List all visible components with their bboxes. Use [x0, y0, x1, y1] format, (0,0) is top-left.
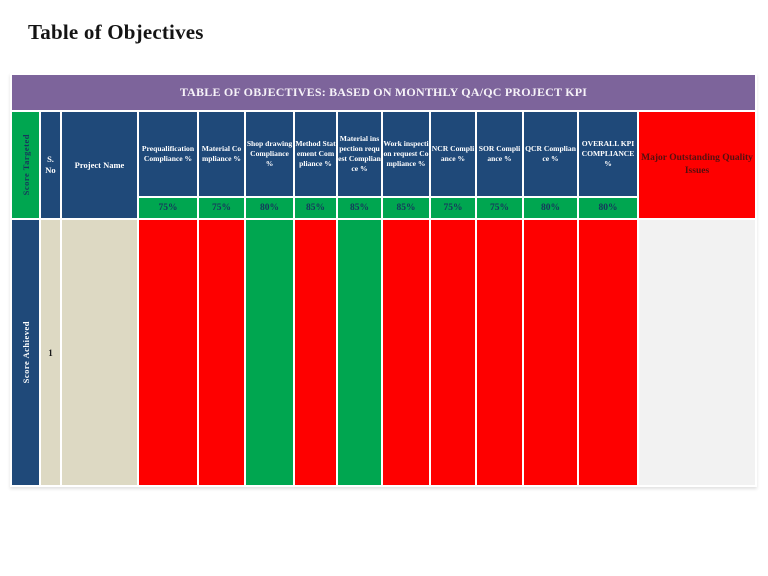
score-targeted-label: Score Targeted — [20, 134, 31, 196]
score-achieved-label-cell: Score Achieved — [10, 218, 41, 487]
kpi-status-cell-3 — [293, 218, 338, 487]
kpi-column-header-4: Material inspection request Compliance % — [336, 110, 383, 198]
objectives-table: TABLE OF OBJECTIVES: BASED ON MONTHLY QA… — [9, 73, 758, 487]
kpi-status-cell-5 — [381, 218, 431, 487]
kpi-status-cell-9 — [577, 218, 639, 487]
kpi-target-cell-8: 80% — [522, 196, 579, 220]
kpi-target-cell-6: 75% — [429, 196, 477, 220]
kpi-column-header-6: NCR Compliance % — [429, 110, 477, 198]
kpi-target-cell-7: 75% — [475, 196, 524, 220]
table-banner-row: TABLE OF OBJECTIVES: BASED ON MONTHLY QA… — [9, 73, 758, 112]
kpi-status-cell-2 — [244, 218, 295, 487]
major-outstanding-quality-issues-header: Major Outstanding Quality Issues — [636, 110, 758, 220]
kpi-column-header-8: QCR Compliance % — [522, 110, 579, 198]
kpi-column-header-7: SOR Compliance % — [475, 110, 524, 198]
table-banner-title: TABLE OF OBJECTIVES: BASED ON MONTHLY QA… — [9, 73, 758, 112]
table-data-row: Score Achieved 1 — [10, 218, 758, 487]
kpi-column-header-5: Work inspection request Compliance % — [381, 110, 431, 198]
kpi-column-header-2: Shop drawing Compliance % — [244, 110, 295, 198]
sno-value-cell: 1 — [39, 218, 62, 487]
kpi-status-cell-7 — [475, 218, 524, 487]
score-achieved-label: Score Achieved — [20, 321, 31, 384]
kpi-target-cell-4: 85% — [336, 196, 383, 220]
kpi-status-cell-4 — [336, 218, 383, 487]
project-name-column-header: Project Name — [60, 110, 139, 220]
sno-column-header: S. No — [39, 110, 62, 220]
page-title: Table of Objectives — [28, 20, 204, 44]
score-targeted-label-cell: Score Targeted — [10, 110, 41, 220]
kpi-column-header-3: Method Statement Compliance % — [293, 110, 338, 198]
issues-value-cell — [636, 218, 758, 487]
kpi-column-header-1: Material Compliance % — [197, 110, 246, 198]
kpi-status-cell-0 — [137, 218, 199, 487]
kpi-status-cell-6 — [429, 218, 477, 487]
table-target-row: 75% 75% 80% 85% 85% 85% 75% 75% 80% 80% — [11, 196, 756, 220]
kpi-target-cell-3: 85% — [293, 196, 338, 220]
kpi-column-header-0: Prequalification Compliance % — [137, 110, 199, 198]
kpi-status-cell-8 — [522, 218, 579, 487]
table-header-row: Score Targeted S. No Project Name Prequa… — [10, 110, 758, 220]
project-name-value-cell — [60, 218, 139, 487]
kpi-target-cell-2: 80% — [244, 196, 295, 220]
kpi-target-cell-5: 85% — [381, 196, 431, 220]
kpi-target-cell-9: 80% — [577, 196, 639, 220]
kpi-column-header-9: OVERALL KPI COMPLIANCE % — [577, 110, 639, 198]
kpi-target-cell-1: 75% — [197, 196, 246, 220]
kpi-status-cell-1 — [197, 218, 246, 487]
kpi-target-cell-0: 75% — [137, 196, 199, 220]
